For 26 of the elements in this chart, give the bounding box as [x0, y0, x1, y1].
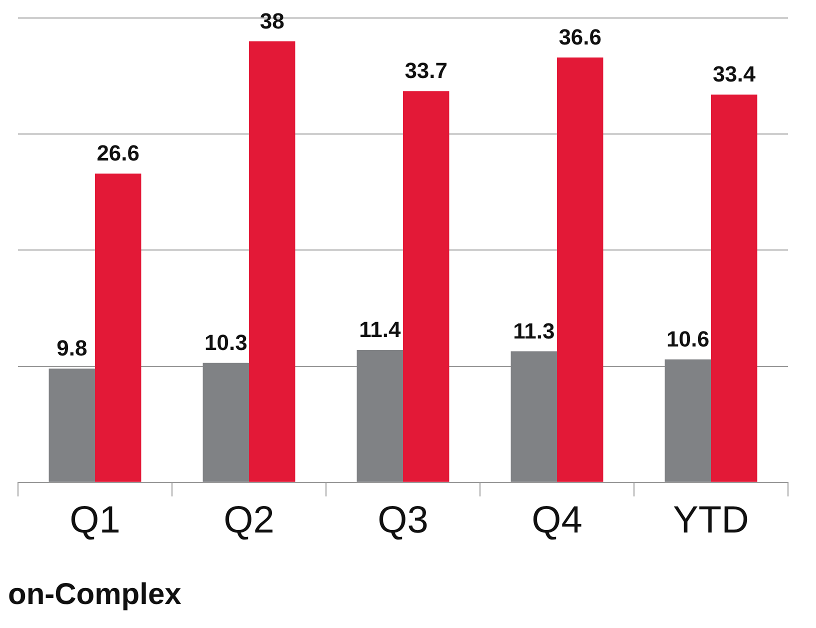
bar [48, 368, 95, 482]
data-label: 11.3 [513, 318, 555, 344]
bar [249, 41, 296, 482]
data-label: 38 [260, 8, 284, 34]
x-tick-label: Q1 [70, 500, 120, 542]
data-label: 10.3 [204, 330, 248, 355]
bar [95, 174, 142, 482]
data-label: 33.7 [404, 58, 448, 84]
data-label: 10.6 [666, 326, 710, 352]
bar [557, 57, 604, 482]
x-tick-label: Q4 [532, 500, 582, 542]
bar [356, 350, 403, 482]
data-label: 9.8 [56, 336, 88, 361]
bar [202, 362, 249, 482]
data-label: 33.4 [712, 62, 756, 87]
text: on-Complex [8, 578, 182, 612]
bar [403, 91, 450, 482]
x-tick-label: Q3 [378, 500, 428, 542]
bar [664, 359, 711, 482]
x-tick-label: YTD [673, 500, 749, 542]
data-label: 11.4 [359, 317, 402, 342]
bar [510, 351, 557, 482]
data-label: 26.6 [96, 140, 140, 166]
data-label: 36.6 [558, 24, 602, 50]
x-tick-label: Q2 [224, 500, 274, 542]
bar [711, 94, 758, 482]
